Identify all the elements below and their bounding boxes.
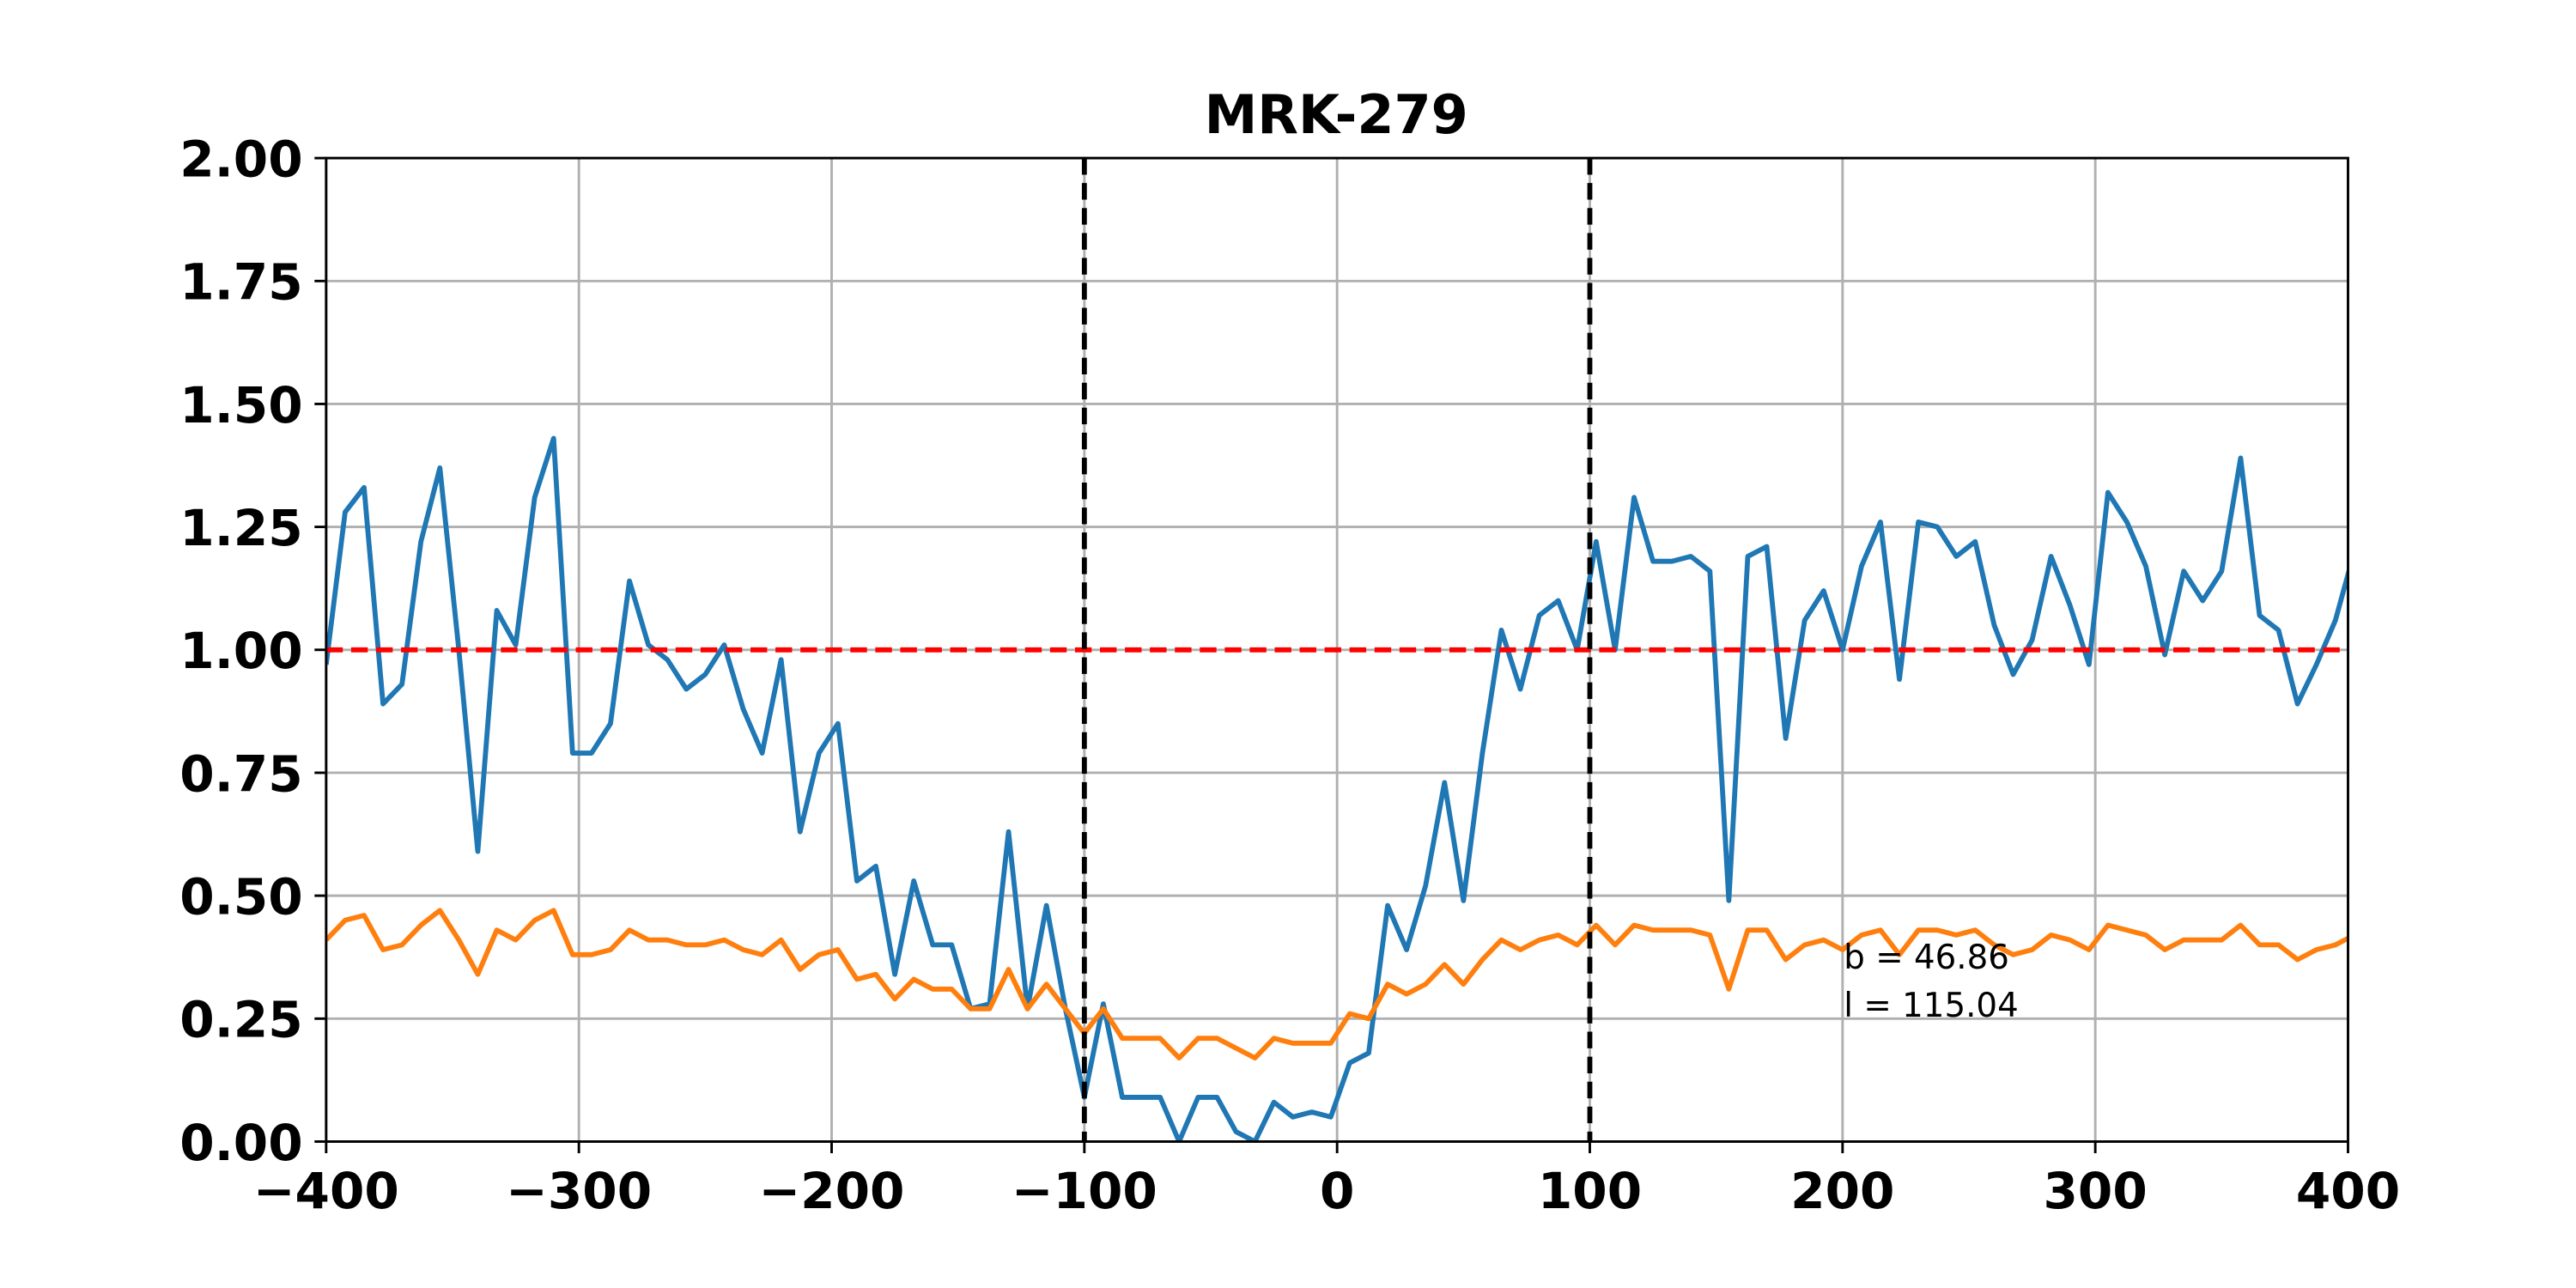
x-tick-label: 100 [1538,1162,1642,1220]
annotation: l = 115.04 [1844,987,2018,1025]
y-tick-label: 0.50 [179,867,302,926]
y-tick-label: 1.75 [179,253,302,312]
x-tick-label: 400 [2296,1162,2400,1220]
x-tick-label: 200 [1790,1162,1894,1220]
y-tick-label: 1.25 [179,499,302,557]
y-tick-label: 0.00 [179,1114,302,1172]
x-tick-label: −300 [506,1162,652,1220]
y-tick-label: 2.00 [179,130,302,188]
y-tick-label: 1.50 [179,376,302,434]
data-line [325,435,2348,1142]
y-tick-label: 0.25 [179,991,302,1049]
y-tick-label: 1.00 [179,622,302,680]
x-tick-label: 0 [1320,1162,1354,1220]
x-tick-label: −200 [758,1162,904,1220]
plot-frame [325,156,2349,1143]
chart-title: MRK-279 [1205,83,1468,146]
annotation: b = 46.86 [1844,939,2009,977]
x-tick-label: −100 [1012,1162,1157,1220]
x-tick-label: 300 [2043,1162,2147,1220]
x-tick-label: −400 [253,1162,399,1220]
data-line [325,908,2348,1060]
y-tick-label: 0.75 [179,744,302,803]
